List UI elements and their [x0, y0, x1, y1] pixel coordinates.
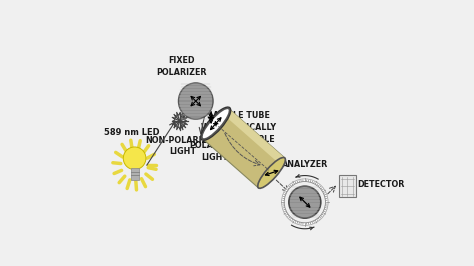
Ellipse shape: [202, 108, 229, 139]
Ellipse shape: [123, 147, 146, 170]
Text: SAMPLE TUBE
WITH OPTICALLY
ACTIVE SAMPLE: SAMPLE TUBE WITH OPTICALLY ACTIVE SAMPLE: [201, 111, 276, 144]
Ellipse shape: [284, 182, 326, 223]
FancyBboxPatch shape: [339, 175, 356, 197]
Bar: [131, 168, 138, 180]
Text: FIXED
POLARIZER: FIXED POLARIZER: [156, 56, 206, 77]
Ellipse shape: [282, 179, 328, 226]
Ellipse shape: [258, 157, 285, 188]
Text: 589 nm LED: 589 nm LED: [104, 128, 160, 137]
Text: PLANE
POLARIZED
LIGHT: PLANE POLARIZED LIGHT: [190, 130, 240, 162]
Ellipse shape: [179, 83, 213, 119]
Polygon shape: [224, 109, 285, 164]
Ellipse shape: [289, 186, 321, 218]
Text: ANALYZER: ANALYZER: [282, 160, 328, 169]
Text: DETECTOR: DETECTOR: [357, 180, 405, 189]
Polygon shape: [202, 109, 285, 188]
Text: NON-POLARIZED
LIGHT: NON-POLARIZED LIGHT: [145, 136, 220, 156]
